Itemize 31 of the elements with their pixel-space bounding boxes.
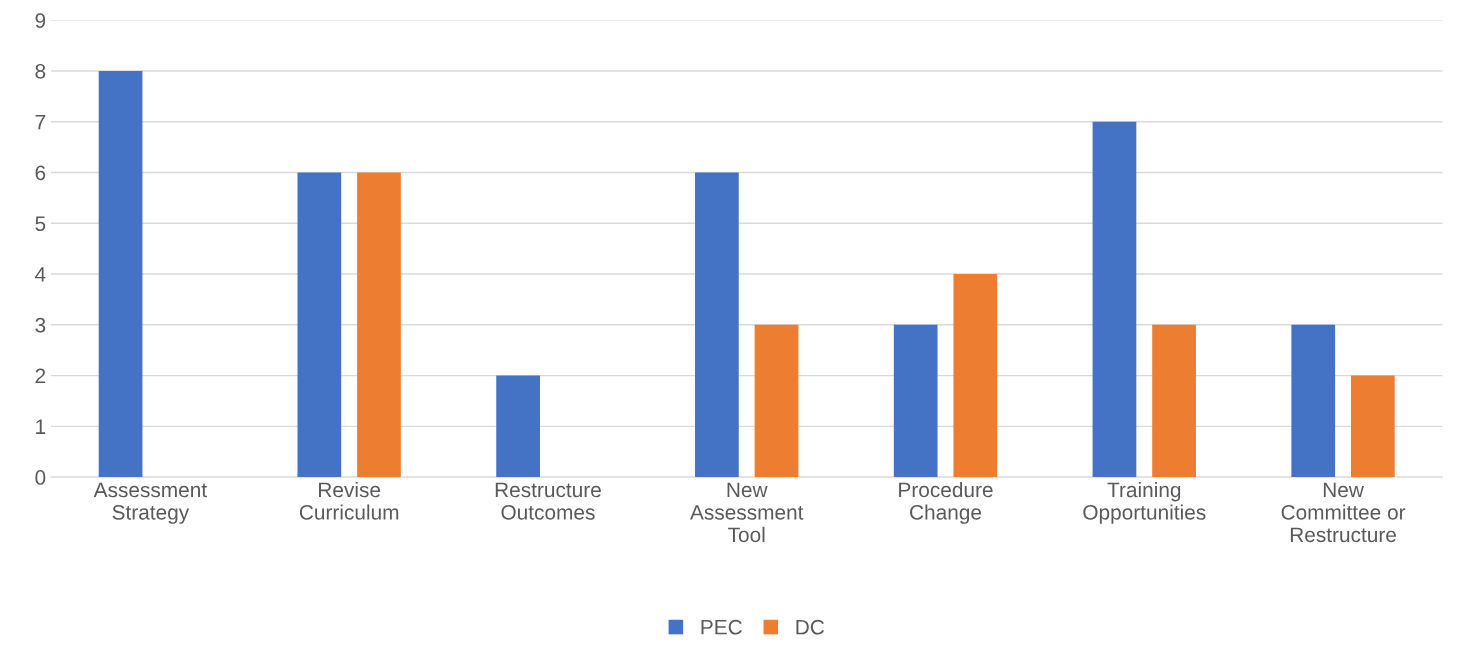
- bar: [1291, 324, 1336, 478]
- legend-label: PEC: [701, 619, 742, 635]
- y-tick-label: 4: [35, 267, 46, 282]
- x-tick-label: Revise Curriculum: [299, 481, 399, 520]
- y-tick-label: 7: [35, 114, 46, 130]
- x-tick-label: New Committee or Restructure: [1281, 482, 1406, 543]
- bar: [953, 274, 998, 478]
- x-tick-label: Procedure Change: [899, 481, 993, 524]
- y-tick-label: 5: [35, 216, 46, 232]
- bar: [893, 324, 938, 478]
- y-tick-label: 0: [35, 470, 46, 485]
- bar: [297, 172, 342, 478]
- bar: [98, 70, 143, 478]
- bar: [357, 172, 401, 478]
- y-tick-label: 2: [35, 368, 46, 384]
- x-tick-label: Restructure Outcomes: [495, 482, 601, 520]
- bar: [496, 375, 540, 478]
- y-tick-label: 8: [35, 63, 46, 79]
- bar: [1152, 324, 1196, 478]
- y-tick-label: 9: [35, 13, 46, 28]
- x-tick-label: Assessment Strategy: [93, 482, 207, 524]
- bar: [1092, 121, 1137, 478]
- bar: [754, 324, 799, 478]
- x-tick-label: New Assessment Tool: [690, 482, 804, 543]
- x-tick-label: Training Opportunities: [1083, 481, 1206, 524]
- y-tick-label: 1: [36, 419, 46, 434]
- legend-label: DC: [796, 619, 825, 635]
- bar: [1350, 375, 1395, 478]
- y-tick-label: 3: [35, 317, 46, 333]
- y-tick-label: 6: [35, 165, 46, 181]
- bar: [695, 172, 739, 478]
